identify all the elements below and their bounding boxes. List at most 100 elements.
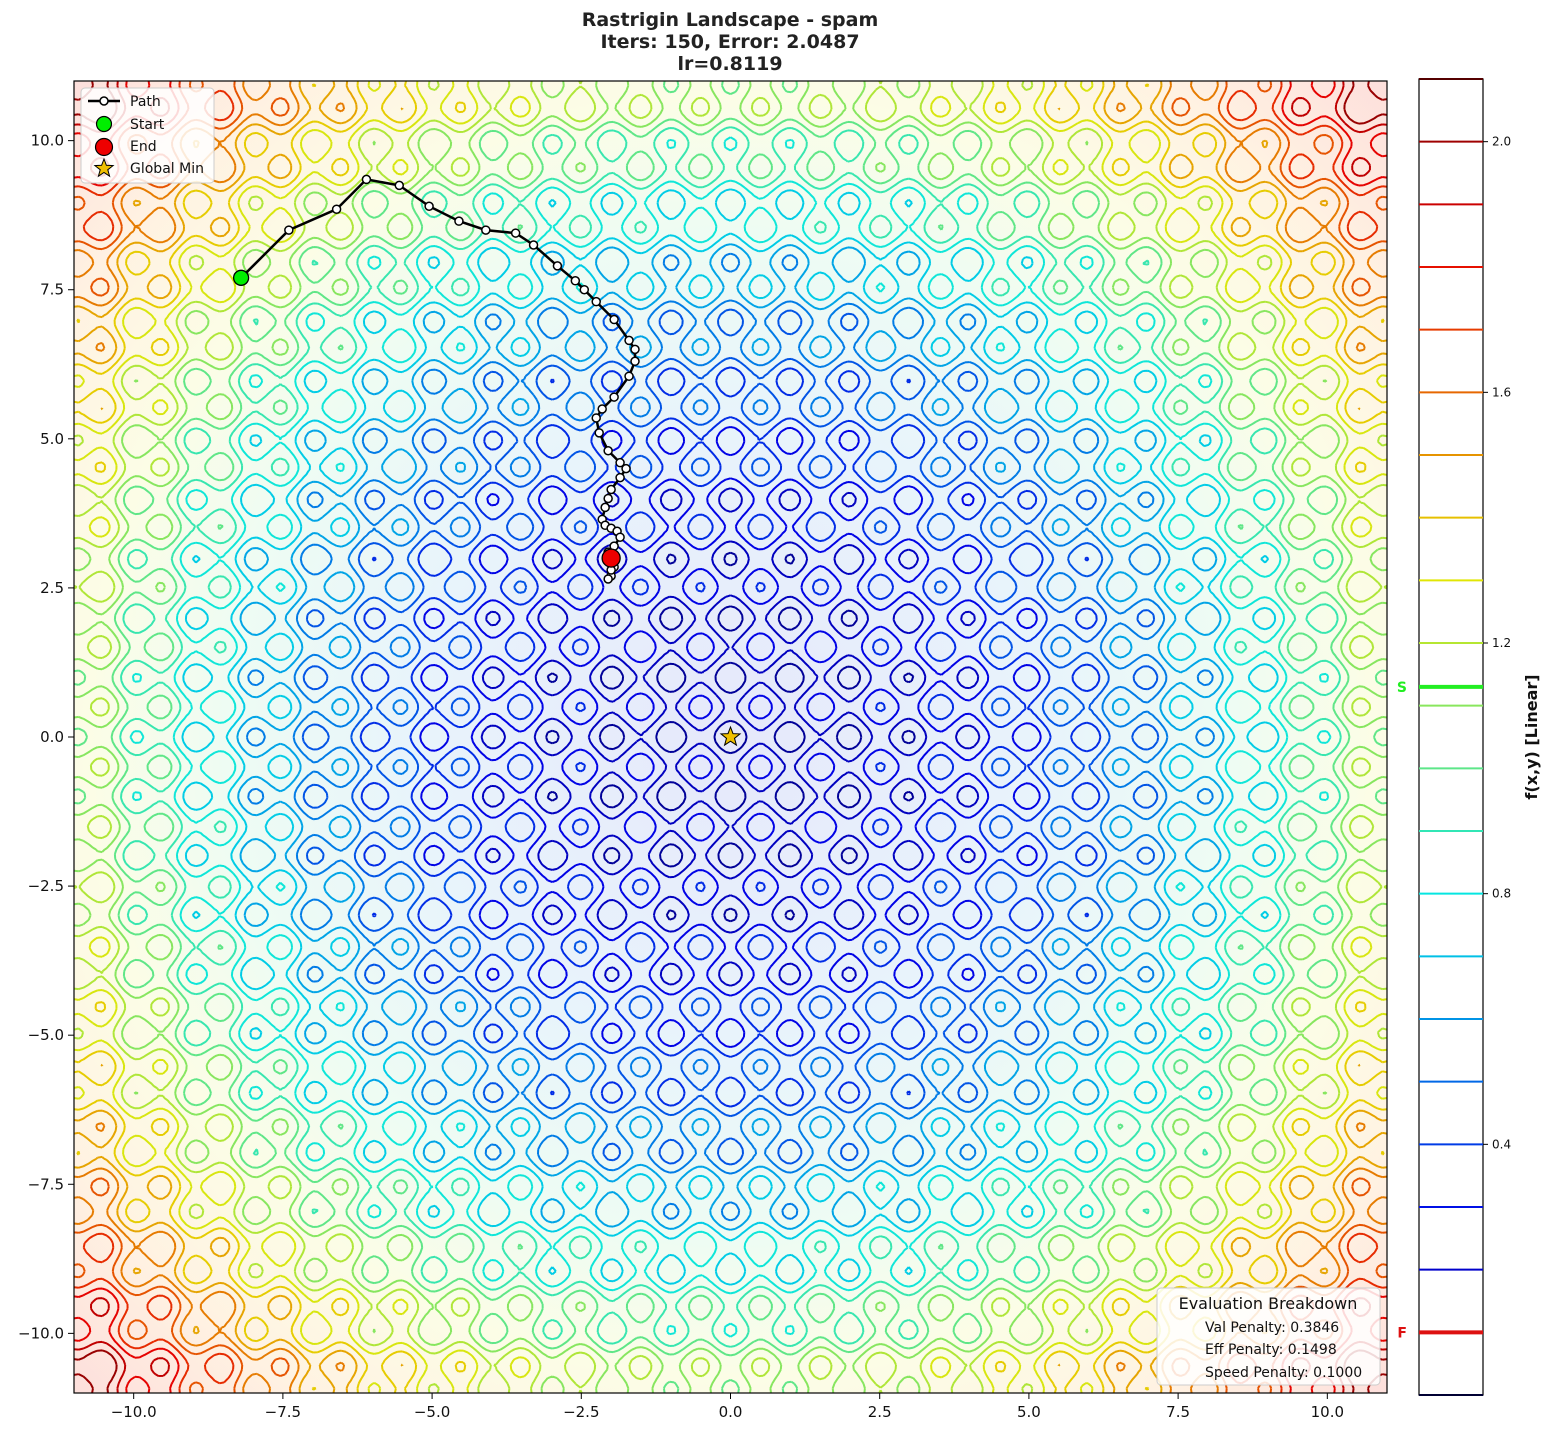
- path-point: [510, 228, 521, 238]
- legend-label-path: Path: [130, 94, 161, 110]
- colorbar-tick-label: 1.6: [1492, 385, 1511, 399]
- y-tick-label: 10.0: [31, 132, 64, 150]
- x-tick-label: 0.0: [719, 1403, 743, 1421]
- legend-entry-end: End: [94, 137, 157, 157]
- contour-level: [236, 243, 1225, 1231]
- path-point: [594, 428, 604, 438]
- legend: Path Start End Global Min: [80, 87, 215, 184]
- colorbar-frame: [1418, 78, 1484, 1396]
- optimization-path: [232, 174, 742, 747]
- path-point: [606, 484, 616, 495]
- star-icon: [93, 157, 115, 178]
- contour-level: [74, 81, 1387, 1393]
- x-tick-label: 7.5: [1166, 1403, 1190, 1421]
- legend-entry-path: Path: [88, 94, 161, 110]
- y-tick-label: −7.5: [28, 1175, 64, 1193]
- contour-level: [74, 81, 1387, 1393]
- contour-level: [419, 426, 1042, 1048]
- y-tick-label: −5.0: [28, 1026, 64, 1044]
- legend-label-end: End: [130, 139, 157, 155]
- contour-level: [359, 366, 1102, 1108]
- y-tick-label: 2.5: [40, 579, 64, 597]
- colorbar-tick-label: 2.0: [1492, 135, 1511, 149]
- path-point: [481, 225, 491, 235]
- path-point: [603, 493, 613, 504]
- x-tick-label: −2.5: [563, 1403, 599, 1421]
- path-point: [591, 296, 601, 307]
- path-point: [454, 216, 464, 226]
- evaluation-box: [1156, 1287, 1381, 1386]
- y-tick-label: −2.5: [28, 877, 64, 895]
- path-point: [570, 276, 581, 286]
- x-axis: −10.0 −7.5 −5.0 −2.5 0.0 2.5 5.0 7.5 10.0: [111, 1393, 1344, 1421]
- legend-box: [80, 87, 215, 184]
- path-point: [284, 225, 294, 235]
- x-tick-label: 5.0: [1017, 1403, 1041, 1421]
- eff-penalty: Eff Penalty: 0.1498: [1205, 1342, 1337, 1358]
- contour-level: [74, 81, 1387, 1393]
- path-point: [615, 532, 625, 542]
- path-point: [603, 445, 613, 456]
- end-point: [601, 548, 621, 568]
- contour-level: [181, 188, 1280, 1286]
- contour-level: [74, 81, 1387, 1393]
- path-point: [603, 574, 613, 584]
- global-min-star: [719, 725, 742, 747]
- x-tick-label: 2.5: [868, 1403, 892, 1421]
- val-penalty: Val Penalty: 0.3846: [1205, 1320, 1339, 1336]
- legend-label-start: Start: [130, 117, 165, 133]
- x-tick-label: −5.0: [414, 1403, 450, 1421]
- chart-title-line-1: Rastrigin Landscape - spam: [582, 9, 879, 31]
- colorbar-tick-label: 0.8: [1492, 887, 1511, 901]
- y-tick-label: 7.5: [40, 281, 64, 299]
- colorbar-label: f(x,y) [Linear]: [1522, 674, 1541, 799]
- path-point: [552, 261, 563, 271]
- x-tick-label: −7.5: [265, 1403, 301, 1421]
- contour-level: [74, 81, 1387, 1393]
- legend-entry-global-min: Global Min: [93, 157, 204, 178]
- contour-level: [74, 81, 1387, 1393]
- start-point: [232, 269, 250, 286]
- colorbar-markers: SF: [1397, 680, 1483, 1341]
- contour-level: [119, 126, 1342, 1348]
- legend-label-global-min: Global Min: [130, 161, 204, 177]
- path-point: [615, 457, 625, 468]
- y-tick-label: −10.0: [18, 1324, 64, 1342]
- contour-level: [74, 81, 1387, 1393]
- path-point: [331, 204, 342, 214]
- contour-level: [480, 487, 981, 987]
- path-point: [630, 344, 640, 355]
- legend-entry-start: Start: [95, 115, 165, 133]
- colorbar: 2.01.61.20.80.4 SF f(x,y) [Linear]: [1397, 78, 1541, 1396]
- y-tick-label: 5.0: [40, 430, 64, 448]
- contour-lines: [74, 81, 1387, 1393]
- path-point: [591, 413, 601, 423]
- path-point: [597, 404, 607, 414]
- contour-level: [245, 252, 1216, 1222]
- colorbar-marker-label: S: [1397, 680, 1407, 696]
- y-tick-label: 0.0: [40, 728, 64, 746]
- path-point: [361, 174, 372, 185]
- path-point: [615, 472, 625, 483]
- evaluation-breakdown: Evaluation Breakdown Val Penalty: 0.3846…: [1156, 1287, 1381, 1386]
- speed-penalty: Speed Penalty: 0.1000: [1205, 1365, 1362, 1381]
- path-point: [600, 502, 610, 513]
- contour-level: [74, 81, 1387, 1393]
- contour-level: [301, 308, 1160, 1166]
- contour-level: [129, 136, 1332, 1338]
- colorbar-marker-label: F: [1397, 1325, 1407, 1341]
- evaluation-title: Evaluation Breakdown: [1179, 1294, 1358, 1313]
- path-point: [609, 392, 619, 402]
- path-point: [624, 335, 634, 346]
- colorbar-ticks: 2.0 1.6 1.2 0.8 0.4: [1483, 135, 1511, 1151]
- path-point: [630, 356, 640, 367]
- path-point: [394, 180, 405, 191]
- path-point: [424, 201, 434, 211]
- contour-level: [545, 551, 916, 923]
- path-point: [528, 240, 539, 250]
- path-point: [579, 284, 590, 295]
- x-tick-label: 10.0: [1311, 1403, 1344, 1421]
- plot-area: [73, 80, 1388, 1394]
- y-axis: 10.0 7.5 5.0 2.5 0.0 −2.5 −5.0 −7.5 −10.0: [18, 132, 74, 1342]
